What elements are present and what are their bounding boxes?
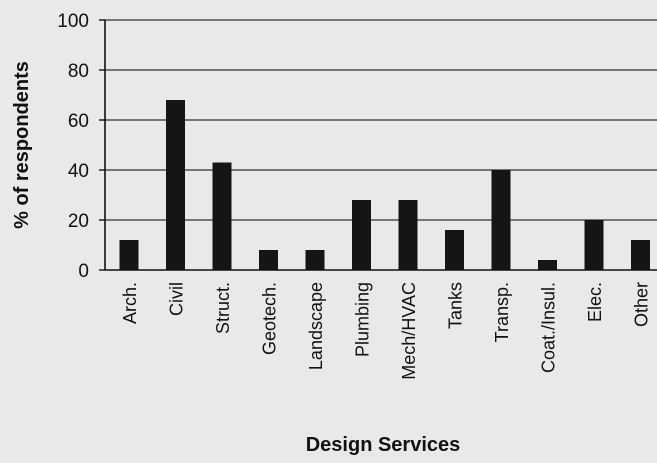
x-tick-label-mech-hvac: Mech/HVAC — [399, 282, 419, 380]
x-tick-label-transp: Transp. — [492, 282, 512, 342]
x-tick-label-coat-insul: Coat./Insul. — [539, 282, 559, 373]
bar-elec — [584, 220, 604, 270]
bar-coat-insul — [538, 260, 557, 270]
bar-transp — [491, 170, 511, 270]
x-tick-label-civil: Civil — [167, 282, 187, 316]
y-tick-label-20: 20 — [68, 211, 89, 232]
x-tick-label-elec: Elec. — [585, 282, 605, 322]
bars — [119, 100, 650, 270]
bar-geotech — [259, 250, 278, 270]
y-tick-label-0: 0 — [78, 261, 89, 282]
axes — [99, 19, 657, 271]
bar-civil — [166, 100, 185, 270]
y-tick-labels: 0 20 40 60 80 100 — [57, 11, 89, 282]
y-tick-label-80: 80 — [68, 61, 89, 82]
x-tick-labels: Arch. Civil Struct. Geotech. Landscape Plumbi… — [120, 282, 652, 380]
y-axis-title: % of respondents — [11, 61, 33, 229]
bar-other — [631, 240, 650, 270]
bar-tanks — [445, 230, 464, 270]
x-tick-label-geotech: Geotech. — [260, 282, 280, 355]
bar-arch — [119, 240, 139, 270]
bar-plumbing — [352, 200, 371, 270]
y-tick-label-100: 100 — [57, 11, 89, 32]
x-tick-label-landscape: Landscape — [306, 282, 326, 370]
x-tick-label-other: Other — [632, 282, 652, 327]
bar-landscape — [305, 250, 325, 270]
x-tick-label-struct: Struct. — [213, 282, 233, 334]
y-tick-label-60: 60 — [68, 111, 89, 132]
x-tick-label-plumbing: Plumbing — [353, 282, 373, 357]
bar-mech-hvac — [398, 200, 418, 270]
x-axis-title: Design Services — [306, 434, 461, 456]
gridlines — [105, 19, 657, 221]
bar-struct — [212, 162, 232, 270]
y-tick-label-40: 40 — [68, 161, 89, 182]
x-tick-label-arch: Arch. — [120, 282, 140, 324]
x-tick-label-tanks: Tanks — [446, 282, 466, 329]
